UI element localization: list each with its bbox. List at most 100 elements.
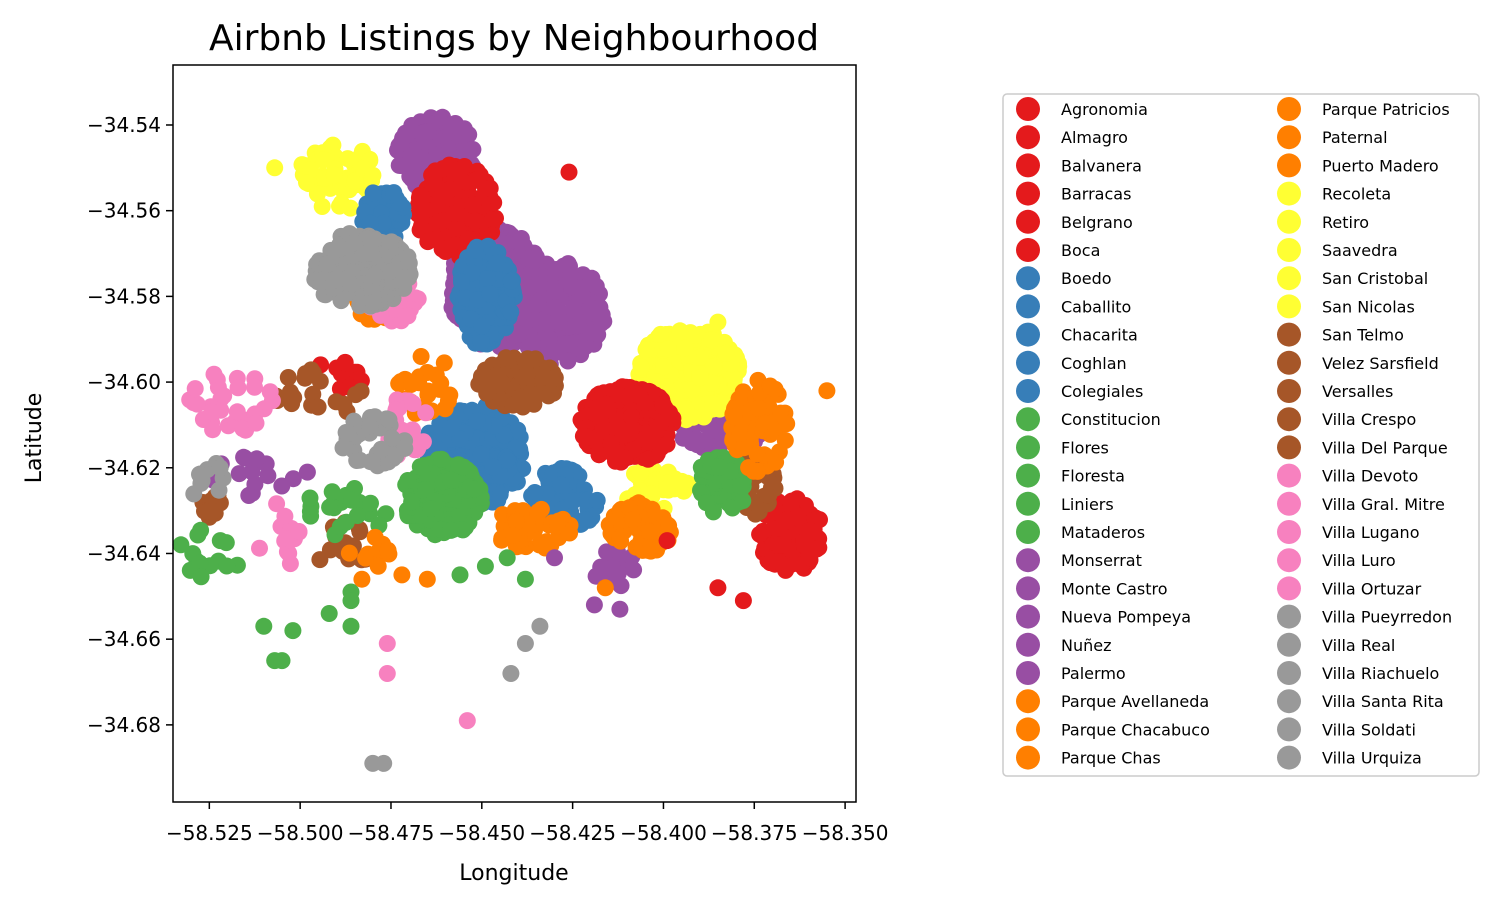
data-point [351,294,369,312]
data-point [458,712,476,730]
data-point [240,487,258,504]
legend-marker [1016,520,1040,544]
y-axis-label: Latitude [22,393,47,484]
legend-marker [1277,435,1301,460]
data-point [403,170,421,188]
legend-label: San Cristobal [1322,269,1428,288]
legend-marker [1277,689,1301,714]
data-point [442,521,460,539]
legend-marker [1016,576,1040,601]
data-point [652,325,670,343]
legend-label: Belgrano [1061,213,1133,232]
data-point [235,448,253,466]
data-point [596,579,614,597]
legend-label: Monte Castro [1061,579,1168,598]
data-point [466,241,484,259]
legend-marker [1277,717,1301,742]
data-point [340,544,358,562]
legend-label: Villa Crespo [1322,410,1416,429]
x-tick-label: −58.350 [802,821,889,845]
legend-marker [1016,689,1040,714]
data-point [251,539,268,557]
data-point [422,500,440,518]
legend-marker [1016,350,1040,375]
legend-label: Villa Gral. Mitre [1322,495,1445,514]
legend-marker [1016,266,1040,291]
y-tick-label: −34.56 [87,199,161,223]
data-point [374,214,392,232]
data-point [211,459,229,477]
data-point [281,555,299,573]
data-point [343,491,360,509]
data-point [578,428,596,446]
data-point [341,199,359,217]
data-point [546,549,563,567]
data-point [748,445,766,463]
legend-marker [1016,604,1040,629]
data-point [348,452,366,469]
data-point [361,417,379,435]
data-point [419,233,437,251]
data-point [771,553,789,571]
data-point [550,314,568,332]
data-point [596,558,614,576]
data-point [818,382,836,400]
x-tick-label: −58.375 [711,821,798,845]
data-point [215,387,233,405]
data-point [204,421,222,439]
legend-marker [1016,435,1040,460]
data-point [203,403,221,421]
data-point [535,368,553,386]
data-point [801,522,819,540]
data-point [348,507,366,524]
data-point [547,261,565,278]
data-point [516,570,534,588]
data-point [404,395,422,412]
data-point [502,303,520,321]
legend-marker [1277,604,1301,629]
data-point [228,403,246,421]
data-point [641,523,659,541]
data-point [511,388,529,406]
legend-label: Paternal [1322,128,1388,147]
legend-label: Velez Sarsfield [1322,354,1439,373]
data-point [320,605,338,622]
data-point [476,557,494,575]
legend-marker [1016,717,1040,742]
data-point [411,458,429,476]
data-point [488,254,506,272]
data-point [188,395,206,413]
data-point [531,617,549,635]
legend-label: Nuñez [1061,636,1112,655]
data-point [529,504,547,522]
data-point [279,369,297,386]
data-point [588,491,606,509]
data-point [473,317,491,335]
data-point [361,244,379,262]
x-tick-label: −58.475 [348,821,435,845]
legend-label: Floresta [1061,467,1125,486]
data-point [564,299,582,317]
data-point [686,327,704,344]
data-point [659,340,677,358]
legend-label: Caballito [1061,297,1131,316]
legend-marker [1016,548,1040,573]
data-point [284,470,302,488]
legend-marker [1016,463,1040,488]
legend-marker [1016,407,1040,432]
data-point [435,354,453,372]
data-point [704,358,722,376]
legend-label: Saavedra [1322,241,1398,260]
data-point [636,394,654,412]
data-point [268,495,286,513]
data-point [504,526,522,544]
data-point [717,344,735,362]
data-point [335,395,353,413]
data-point [410,197,428,215]
legend-marker [1277,153,1301,178]
data-point [451,566,469,584]
data-point [395,269,413,287]
data-point [234,420,252,438]
data-point [315,151,332,169]
data-point [412,348,430,365]
